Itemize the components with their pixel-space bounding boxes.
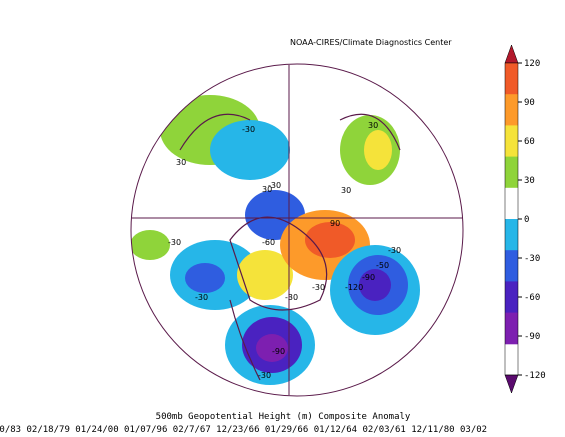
contour-label: -30: [258, 371, 271, 380]
contour-label: -30: [285, 293, 298, 302]
anomaly-patch: [256, 334, 288, 362]
anomaly-patch: [305, 222, 355, 258]
colorbar-band: [505, 312, 518, 345]
contour-label: -120: [345, 283, 363, 292]
coastline: [179, 113, 401, 381]
colorbar: 120 90 60 30 0 -30 -60 -90 -120: [504, 44, 546, 394]
colorbar-band: [505, 219, 518, 251]
colorbar-band: [505, 125, 518, 158]
header-title: NOAA-CIRES/Climate Diagnostics Center: [290, 38, 452, 47]
colorbar-tick-label: -60: [524, 293, 540, 303]
colorbar-band: [505, 250, 518, 282]
contour-label: -90: [362, 273, 375, 282]
colorbar-end: [504, 374, 519, 394]
colorbar-tick-label: -90: [524, 332, 540, 342]
colorbar-end: [504, 44, 519, 64]
colorbar-tick-label: 90: [524, 98, 535, 108]
contour-label: -30: [195, 293, 208, 302]
colorbar-tick-label: 60: [524, 137, 535, 147]
contour-label: 30: [341, 186, 351, 195]
map-border: [130, 63, 464, 397]
contour-labels: 30 -30 30 30 -30 30 -30 90 -30 -50 -120 …: [168, 121, 401, 380]
anomaly-patch: [131, 230, 170, 260]
map: [131, 95, 420, 385]
anomaly-patch: [185, 263, 225, 293]
contour-label: -30: [268, 181, 281, 190]
colorbar-tick-label: -30: [524, 254, 540, 264]
colorbar-tick-label: -120: [524, 371, 546, 381]
colorbar-band: [505, 281, 518, 314]
contour-label: -30: [388, 246, 401, 255]
contour-label: -30: [168, 238, 181, 247]
colorbar-band: [505, 187, 518, 220]
date-list: 10/83 02/18/79 01/24/00 01/07/96 02/7/67…: [0, 425, 487, 435]
colorbar-tick-label: 0: [524, 215, 529, 225]
contour-label: 30: [176, 158, 186, 167]
colorbar-band: [505, 94, 518, 126]
contour-label: -60: [262, 238, 275, 247]
colorbar-band: [505, 63, 518, 95]
contour-label: 30: [368, 121, 378, 130]
anomaly-patch: [210, 120, 290, 180]
anomaly-patch: [359, 269, 391, 301]
anomaly-patch: [237, 250, 293, 300]
colorbar-tick-label: 30: [524, 176, 535, 186]
caption: 500mb Geopotential Height (m) Composite …: [156, 412, 411, 422]
contour-label: -30: [312, 283, 325, 292]
colorbar-band: [505, 156, 518, 189]
anomaly-patch: [364, 130, 392, 170]
colorbar-tick-label: 120: [524, 59, 540, 69]
contour-label: -30: [242, 125, 255, 134]
contour-label: 90: [330, 219, 340, 228]
contour-label: 30: [262, 185, 272, 194]
contour-label: -90: [272, 347, 285, 356]
contour-label: -50: [376, 261, 389, 270]
